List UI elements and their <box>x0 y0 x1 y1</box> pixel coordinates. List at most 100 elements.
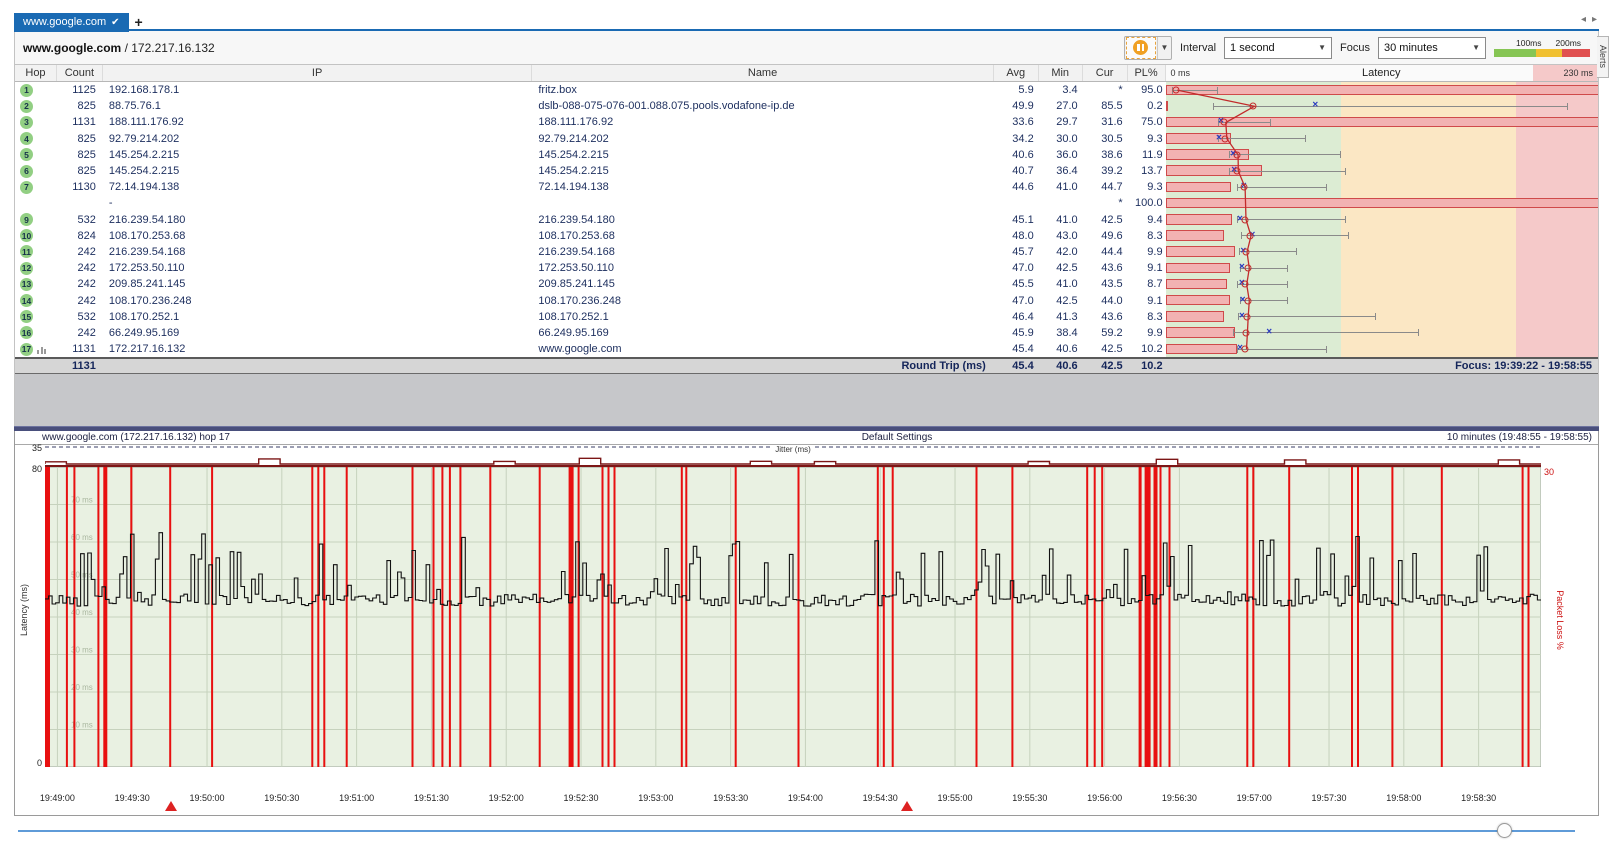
scrollbar-track[interactable] <box>18 830 1575 833</box>
loss-bar <box>1165 278 1227 290</box>
average-latency-marker <box>1242 248 1250 256</box>
hop-row[interactable]: - * 100.0 <box>15 195 1599 212</box>
svg-text:10 ms: 10 ms <box>71 721 93 730</box>
average-latency-marker <box>1233 167 1241 175</box>
chevron-left-icon[interactable]: ◂ <box>1580 14 1586 25</box>
average-latency-marker <box>1241 345 1249 353</box>
hop-badge: 14 <box>20 294 33 308</box>
hop-name: 108.170.236.248 <box>538 294 621 307</box>
hop-row[interactable]: 14 242 108.170.236.248 108.170.236.248 47.0 4… <box>15 292 1599 309</box>
hop-pl: 9.4 <box>1147 213 1163 226</box>
col-avg[interactable]: Avg <box>994 65 1039 81</box>
triangle-marker-icon[interactable] <box>900 801 913 812</box>
hop-avg: 48.0 <box>1012 229 1034 242</box>
average-latency-marker <box>1220 118 1228 126</box>
hop-min: 36.4 <box>1056 165 1078 178</box>
jitter-plot <box>44 446 1541 468</box>
loss-bar <box>1165 100 1168 112</box>
col-count[interactable]: Count <box>57 65 103 81</box>
min-max-whisker <box>1240 232 1350 240</box>
hop-badge: 5 <box>20 148 33 162</box>
interval-select[interactable]: 1 second ▼ <box>1224 36 1333 59</box>
average-latency-marker <box>1243 313 1251 321</box>
hop-avg: 45.7 <box>1012 245 1034 258</box>
triangle-marker-icon[interactable] <box>164 801 177 812</box>
hop-avg: 33.6 <box>1012 116 1034 129</box>
scroll-handle[interactable] <box>1497 823 1512 839</box>
hop-cur: 44.7 <box>1101 181 1123 194</box>
hop-badge: 15 <box>20 310 33 324</box>
check-icon: ✔ <box>111 16 120 28</box>
hop-row[interactable]: 1 1125 192.168.178.1 fritz.box 5.9 3.4 * 95.0 <box>15 82 1599 99</box>
col-pl[interactable]: PL% <box>1128 65 1166 81</box>
col-hop[interactable]: Hop <box>15 65 57 81</box>
hop-row[interactable]: 11 242 216.239.54.168 216.239.54.168 45.7 42.… <box>15 243 1599 261</box>
latency-time-plot[interactable]: 10 ms 20 ms 30 ms 40 ms 50 ms 60 ms 70 ms <box>44 466 1542 768</box>
hop-row[interactable]: 9 532 216.239.54.180 216.239.54.180 45.1 41.0… <box>15 211 1599 228</box>
col-cur[interactable]: Cur <box>1083 65 1128 81</box>
pause-button[interactable] <box>1125 36 1156 59</box>
hop-min: 38.4 <box>1056 326 1078 339</box>
hop-row[interactable]: 15 532 108.170.252.1 108.170.252.1 46.4 41.3 4… <box>15 308 1599 325</box>
svg-text:70 ms: 70 ms <box>71 496 93 505</box>
focus-select[interactable]: 30 minutes ▼ <box>1378 36 1486 59</box>
hop-pl: 8.7 <box>1147 278 1163 291</box>
round-trip-row[interactable]: 1131 Round Trip (ms) 45.4 40.6 42.5 10.2… <box>15 357 1598 375</box>
loss-bar <box>1165 262 1230 274</box>
time-graph-title: www.google.com (172.217.16.132) hop 17 <box>42 432 230 444</box>
min-max-whisker <box>1237 183 1327 191</box>
hop-latency-graph: × <box>1165 162 1599 180</box>
col-ip[interactable]: IP <box>103 65 533 81</box>
hop-badge: 9 <box>20 213 33 227</box>
hop-min: 42.5 <box>1056 262 1078 275</box>
hop-row[interactable]: 13 242 209.85.241.145 209.85.241.145 45.5 41.… <box>15 276 1599 293</box>
hop-badge: 13 <box>20 277 33 291</box>
hop-row[interactable]: 17 1131 172.217.16.132 www.google.com 45.4 40… <box>15 341 1599 358</box>
col-name[interactable]: Name <box>532 65 994 81</box>
average-latency-marker <box>1241 280 1249 288</box>
hop-latency-graph: × <box>1165 260 1599 277</box>
hop-row[interactable]: 16 242 66.249.95.169 66.249.95.169 45.9 38.4 5… <box>15 324 1599 341</box>
hop-pl: 9.9 <box>1147 245 1163 258</box>
hop-pl: 9.1 <box>1147 262 1163 275</box>
hop-row[interactable]: 3 1131 188.111.176.92 188.111.176.92 33.6 29.… <box>15 114 1599 131</box>
hop-cur: * <box>1118 84 1123 97</box>
new-tab-button[interactable]: + <box>134 13 143 30</box>
hop-row[interactable]: 7 1130 72.14.194.138 72.14.194.138 44.6 41.0 4… <box>15 179 1599 196</box>
hop-pl: 95.0 <box>1141 84 1163 97</box>
hop-latency-graph: × <box>1165 243 1599 261</box>
time-tick-label: 19:58:00 <box>1386 793 1422 804</box>
hop-row[interactable]: 4 825 92.79.214.202 92.79.214.202 34.2 30.0 30… <box>15 130 1599 147</box>
time-tick-label: 19:52:00 <box>488 793 524 804</box>
hop-name: 108.170.252.1 <box>538 310 609 323</box>
hop-count: 532 <box>77 213 96 226</box>
hop-pl: 9.1 <box>1147 294 1163 307</box>
pause-dropdown-arrow-icon[interactable]: ▼ <box>1156 36 1171 59</box>
hop-cur: 43.6 <box>1101 262 1123 275</box>
pause-icon <box>1133 40 1149 55</box>
hop-row[interactable]: 6 825 145.254.2.215 145.254.2.215 40.7 36.4 39… <box>15 162 1599 180</box>
alerts-tab[interactable]: Alerts <box>1597 36 1609 78</box>
hop-avg: 44.6 <box>1012 181 1034 194</box>
hop-row[interactable]: 10 824 108.170.253.68 108.170.253.68 48.0 43.… <box>15 227 1599 244</box>
svg-text:30 ms: 30 ms <box>71 646 93 655</box>
min-max-whisker <box>1218 135 1306 143</box>
hop-row[interactable]: 12 242 172.253.50.110 172.253.50.110 47.0 42.… <box>15 260 1599 277</box>
time-tick-label: 19:56:30 <box>1161 793 1197 804</box>
hop-row[interactable]: 2 825 88.75.76.1 dslb-088-075-076-001.088.0… <box>15 98 1599 115</box>
hop-name: 145.254.2.215 <box>538 165 609 178</box>
round-trip-count: 1131 <box>72 360 96 373</box>
svg-text:40 ms: 40 ms <box>71 608 93 617</box>
chevron-right-icon[interactable]: ▸ <box>1591 14 1597 25</box>
loss-bar <box>1165 116 1599 128</box>
svg-text:60 ms: 60 ms <box>71 533 93 542</box>
tab-target[interactable]: www.google.com ✔ <box>14 12 129 32</box>
hop-count: 1125 <box>72 84 96 97</box>
hop-pl: 9.3 <box>1147 132 1163 145</box>
latency-header-title: Latency <box>1362 67 1401 79</box>
splitter-handle[interactable] <box>14 426 1599 432</box>
hop-avg: 46.4 <box>1012 310 1034 323</box>
hop-badge: 11 <box>20 245 33 259</box>
col-min[interactable]: Min <box>1039 65 1083 81</box>
hop-row[interactable]: 5 825 145.254.2.215 145.254.2.215 40.6 36.0 38… <box>15 146 1599 163</box>
